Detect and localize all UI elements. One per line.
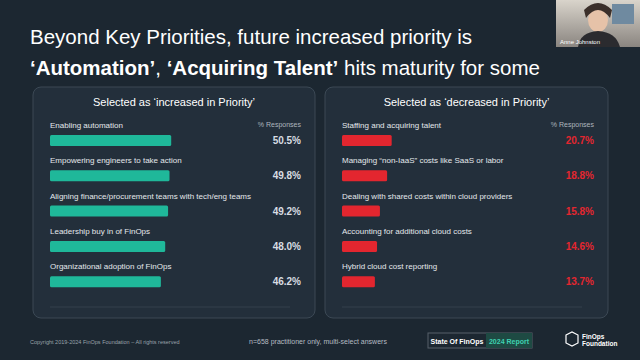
webcam-window — [612, 4, 634, 24]
category-label: Aligning finance/procurement teams with … — [50, 192, 251, 201]
copyright: Copyright 2019-2024 FinOps Foundation – … — [30, 339, 180, 345]
bar — [50, 241, 165, 252]
data-label: 46.2% — [273, 276, 301, 287]
category-label: Staffing and acquiring talent — [342, 121, 442, 130]
chart-title: Selected as ‘decreased in Priority’ — [384, 96, 550, 108]
report-box — [428, 333, 532, 348]
title-segment: Beyond Key Priorities, future increased … — [30, 25, 472, 48]
panel — [325, 87, 608, 318]
data-label: 48.0% — [273, 241, 301, 252]
panel — [33, 87, 315, 318]
bar — [50, 170, 170, 181]
data-label: 49.8% — [273, 170, 301, 181]
category-label: Dealing with shared costs within cloud p… — [342, 192, 512, 201]
report-year: 2024 Report — [489, 338, 530, 346]
slide: Beyond Key Priorities, future increased … — [0, 0, 640, 360]
category-label: Leadership buy in of FinOps — [50, 227, 150, 236]
axis-line — [50, 307, 290, 308]
title-segment: hits maturity for some — [338, 56, 540, 79]
data-label: 50.5% — [273, 135, 301, 146]
data-label: 13.7% — [566, 276, 594, 287]
data-label: 20.7% — [566, 135, 594, 146]
category-label: Managing “non-IaaS” costs like SaaS or l… — [342, 156, 504, 165]
logo: FinOpsFoundation — [566, 332, 617, 347]
category-label: Hybrid cloud cost reporting — [342, 262, 437, 271]
webcam — [556, 0, 640, 47]
title-line: Beyond Key Priorities, future increased … — [30, 25, 472, 48]
chart-title: Selected as ‘increased in Priority’ — [93, 96, 255, 108]
title-segment: ‘Automation’ — [30, 56, 155, 79]
category-label: Enabling automation — [50, 121, 123, 130]
title-line: ‘Automation’, ‘Acquiring Talent’ hits ma… — [30, 56, 540, 79]
value-header: % Responses — [551, 121, 595, 129]
webcam-hair — [584, 3, 612, 18]
bar — [50, 206, 168, 217]
data-label: 18.8% — [566, 170, 594, 181]
webcam-frame — [556, 0, 640, 47]
report-name: State Of FinOps — [431, 338, 484, 346]
report-year-bg — [486, 333, 532, 348]
title-segment: ‘Acquiring Talent’ — [167, 56, 339, 79]
chart: Selected as ‘increased in Priority’ % Res… — [33, 87, 315, 318]
bar — [342, 276, 375, 287]
chart: Selected as ‘decreased in Priority’ % Res… — [325, 87, 608, 318]
category-label: Empowering engineers to take action — [50, 156, 182, 165]
value-header: % Responses — [258, 121, 302, 129]
category-label: Organizational adoption of FinOps — [50, 262, 171, 271]
data-label: 15.8% — [566, 206, 594, 217]
logo-text: Foundation — [582, 340, 617, 347]
title-segment: , — [155, 56, 166, 79]
logo-mark — [566, 332, 578, 346]
bar — [342, 135, 392, 146]
background — [0, 0, 640, 360]
bar — [50, 276, 161, 287]
bar — [342, 170, 387, 181]
data-label: 49.2% — [273, 206, 301, 217]
category-label: Accounting for additional cloud costs — [342, 227, 472, 236]
footnote: n=658 practitioner only, multi-select an… — [249, 338, 387, 346]
speaker-name: Anne Johnston — [560, 39, 600, 45]
bar — [50, 135, 171, 146]
bar — [342, 206, 380, 217]
axis-line — [342, 307, 582, 308]
bar — [342, 241, 377, 252]
data-label: 14.6% — [566, 241, 594, 252]
